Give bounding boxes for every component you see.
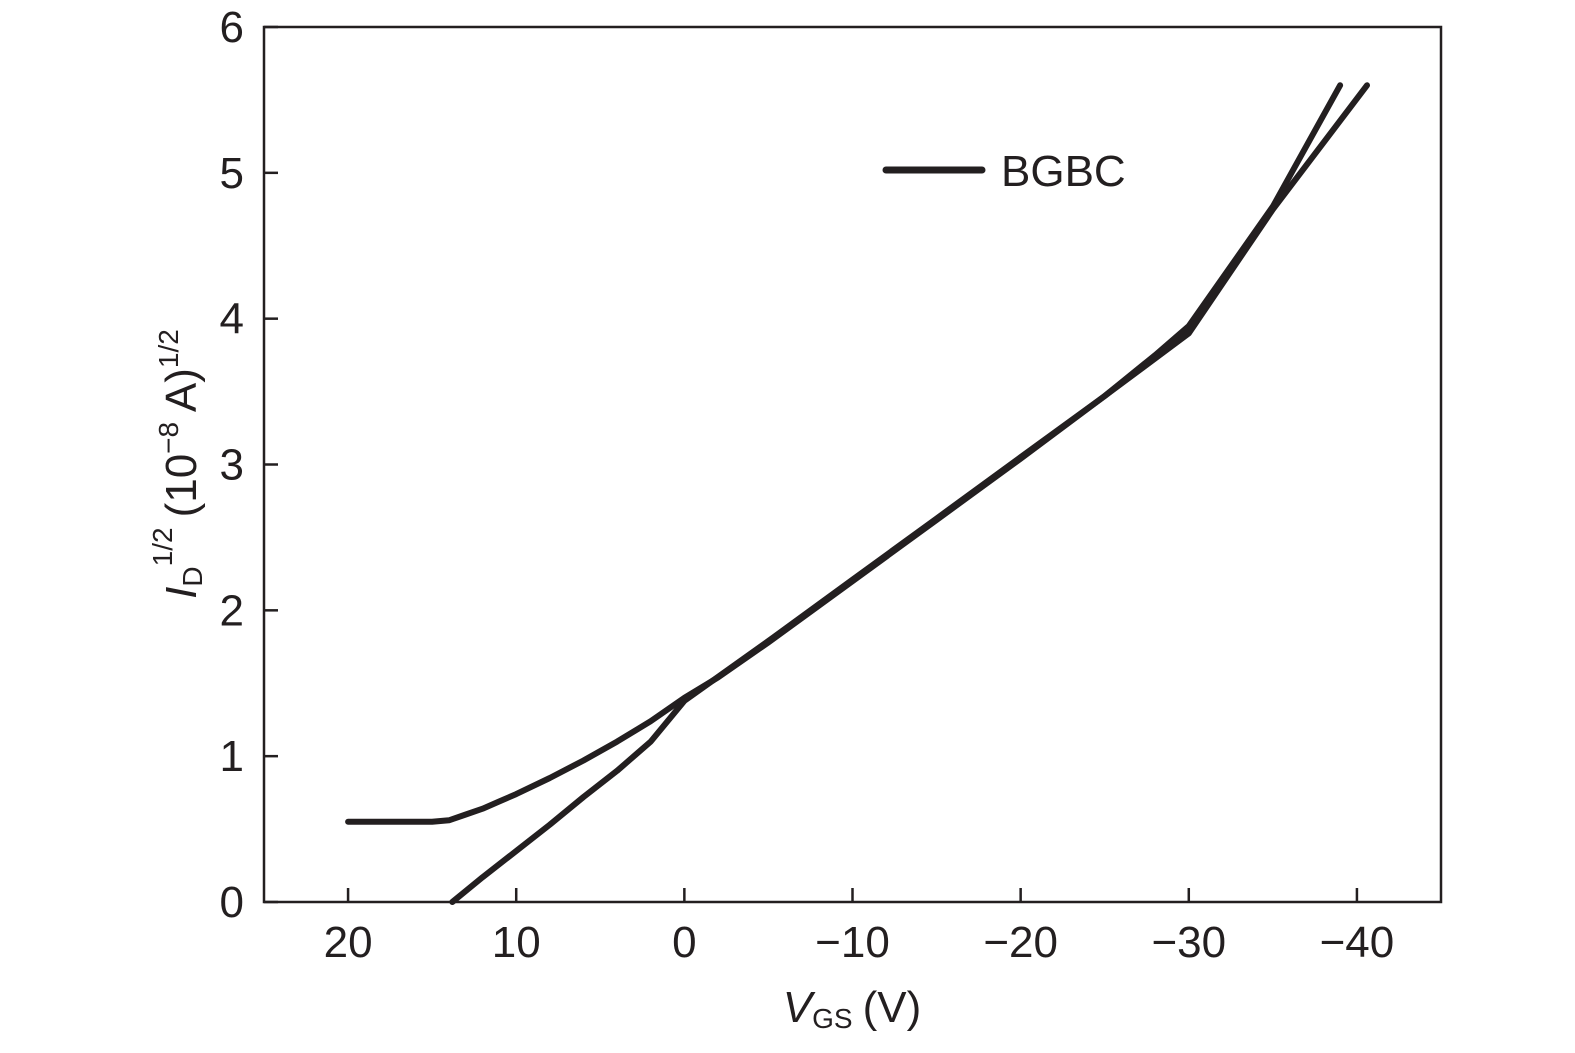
- x-tick-label: −30: [1151, 918, 1226, 967]
- x-tick-label: 0: [672, 918, 696, 967]
- x-tick-label: 20: [324, 918, 373, 967]
- y-tick-label: 0: [220, 878, 244, 927]
- y-tick-label: 6: [220, 3, 244, 52]
- y-axis-subscript: D: [177, 566, 208, 586]
- legend-label-bgbc: BGBC: [1001, 147, 1126, 196]
- y-axis-unit-sup: 1/2: [153, 329, 184, 368]
- y-tick-label: 5: [220, 149, 244, 198]
- y-tick-label: 2: [220, 586, 244, 635]
- x-axis-ticks: 20 10 0 −10 −20 −30 −40: [324, 888, 1395, 967]
- series-line-bgbc: [345, 82, 1344, 825]
- y-axis-unit-post: A): [157, 368, 206, 422]
- x-tick-label: −40: [1320, 918, 1395, 967]
- series-line-bgbc-linear-fit: [449, 82, 1370, 905]
- plot-frame: [262, 25, 1443, 904]
- y-tick-label: 4: [220, 295, 244, 344]
- x-tick-label: 10: [492, 918, 541, 967]
- y-axis-unit-pre: (10: [157, 454, 206, 518]
- y-axis-ticks: 0 1 2 3 4 5 6: [220, 3, 278, 927]
- y-axis-unit-exp: −8: [153, 422, 184, 454]
- x-axis-symbol: V: [783, 983, 816, 1032]
- series-layer: [345, 82, 1370, 905]
- x-tick-label: −10: [815, 918, 890, 967]
- x-axis-title: VGS (V): [783, 983, 921, 1034]
- legend: BGBC: [882, 147, 1126, 196]
- y-axis-superscript: 1/2: [147, 527, 178, 566]
- x-tick-label: −20: [983, 918, 1058, 967]
- y-axis-symbol: I: [157, 587, 206, 599]
- y-axis-title: ID1/2(10−8 A)1/2: [147, 329, 208, 599]
- y-tick-label: 3: [220, 441, 244, 490]
- y-tick-label: 1: [220, 732, 244, 781]
- x-axis-unit: (V): [863, 983, 922, 1032]
- x-axis-subscript: GS: [812, 1003, 852, 1034]
